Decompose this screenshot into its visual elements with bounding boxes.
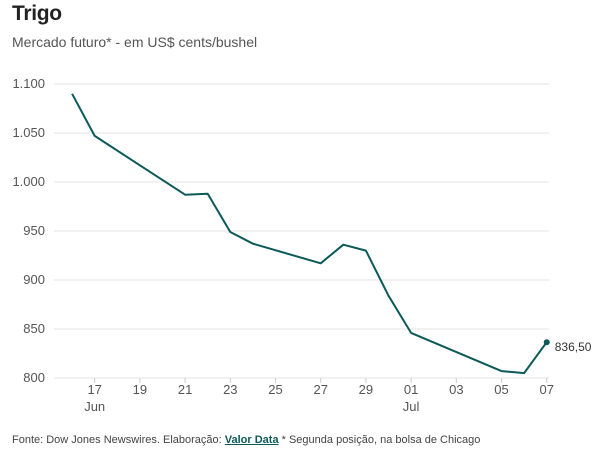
footnote-text: * Segunda posição, na bolsa de Chicago xyxy=(278,434,481,446)
series-trigo: 836,50 xyxy=(71,93,592,375)
y-tick-label: 1.000 xyxy=(12,174,45,189)
y-tick-label: 1.100 xyxy=(12,76,45,91)
y-axis-labels: 800 850 900 950 1.000 1.050 1.100 xyxy=(12,76,45,385)
last-point-marker[interactable] xyxy=(543,339,550,346)
source-text: Fonte: Dow Jones Newswires. Elaboração: xyxy=(12,434,225,446)
x-tick-label: 27 xyxy=(313,382,327,397)
x-month-label: Jul xyxy=(403,399,420,414)
chart-footer: Fonte: Dow Jones Newswires. Elaboração: … xyxy=(12,434,480,446)
x-tick-label: 19 xyxy=(133,382,147,397)
x-tick-label: 17 xyxy=(87,382,101,397)
x-tick-label: 29 xyxy=(359,382,373,397)
wheat-price-line-chart: 800 850 900 950 1.000 1.050 1.100 17 Jun 19 21 23 2… xyxy=(12,76,592,414)
x-tick-label: 03 xyxy=(449,382,463,397)
y-tick-label: 850 xyxy=(23,321,45,336)
x-axis-labels: 17 Jun 19 21 23 25 27 29 01 Jul 03 05 07 xyxy=(84,378,554,414)
x-tick-label: 23 xyxy=(223,382,237,397)
y-tick-label: 1.050 xyxy=(12,125,45,140)
series-line xyxy=(71,93,548,375)
x-tick-label: 07 xyxy=(540,382,554,397)
gridlines xyxy=(54,83,549,379)
y-tick-label: 950 xyxy=(23,223,45,238)
chart-subtitle: Mercado futuro* - em US$ cents/bushel xyxy=(12,34,258,50)
x-tick-label: 01 xyxy=(404,382,418,397)
x-tick-label: 05 xyxy=(494,382,508,397)
chart-title: Trigo xyxy=(12,2,62,25)
valor-data-link[interactable]: Valor Data xyxy=(224,434,279,446)
x-tick-label: 21 xyxy=(178,382,192,397)
last-value-label: 836,50 xyxy=(555,340,592,354)
x-tick-label: 25 xyxy=(268,382,282,397)
x-month-label: Jun xyxy=(84,399,105,414)
y-tick-label: 900 xyxy=(23,272,45,287)
y-tick-label: 800 xyxy=(23,370,45,385)
